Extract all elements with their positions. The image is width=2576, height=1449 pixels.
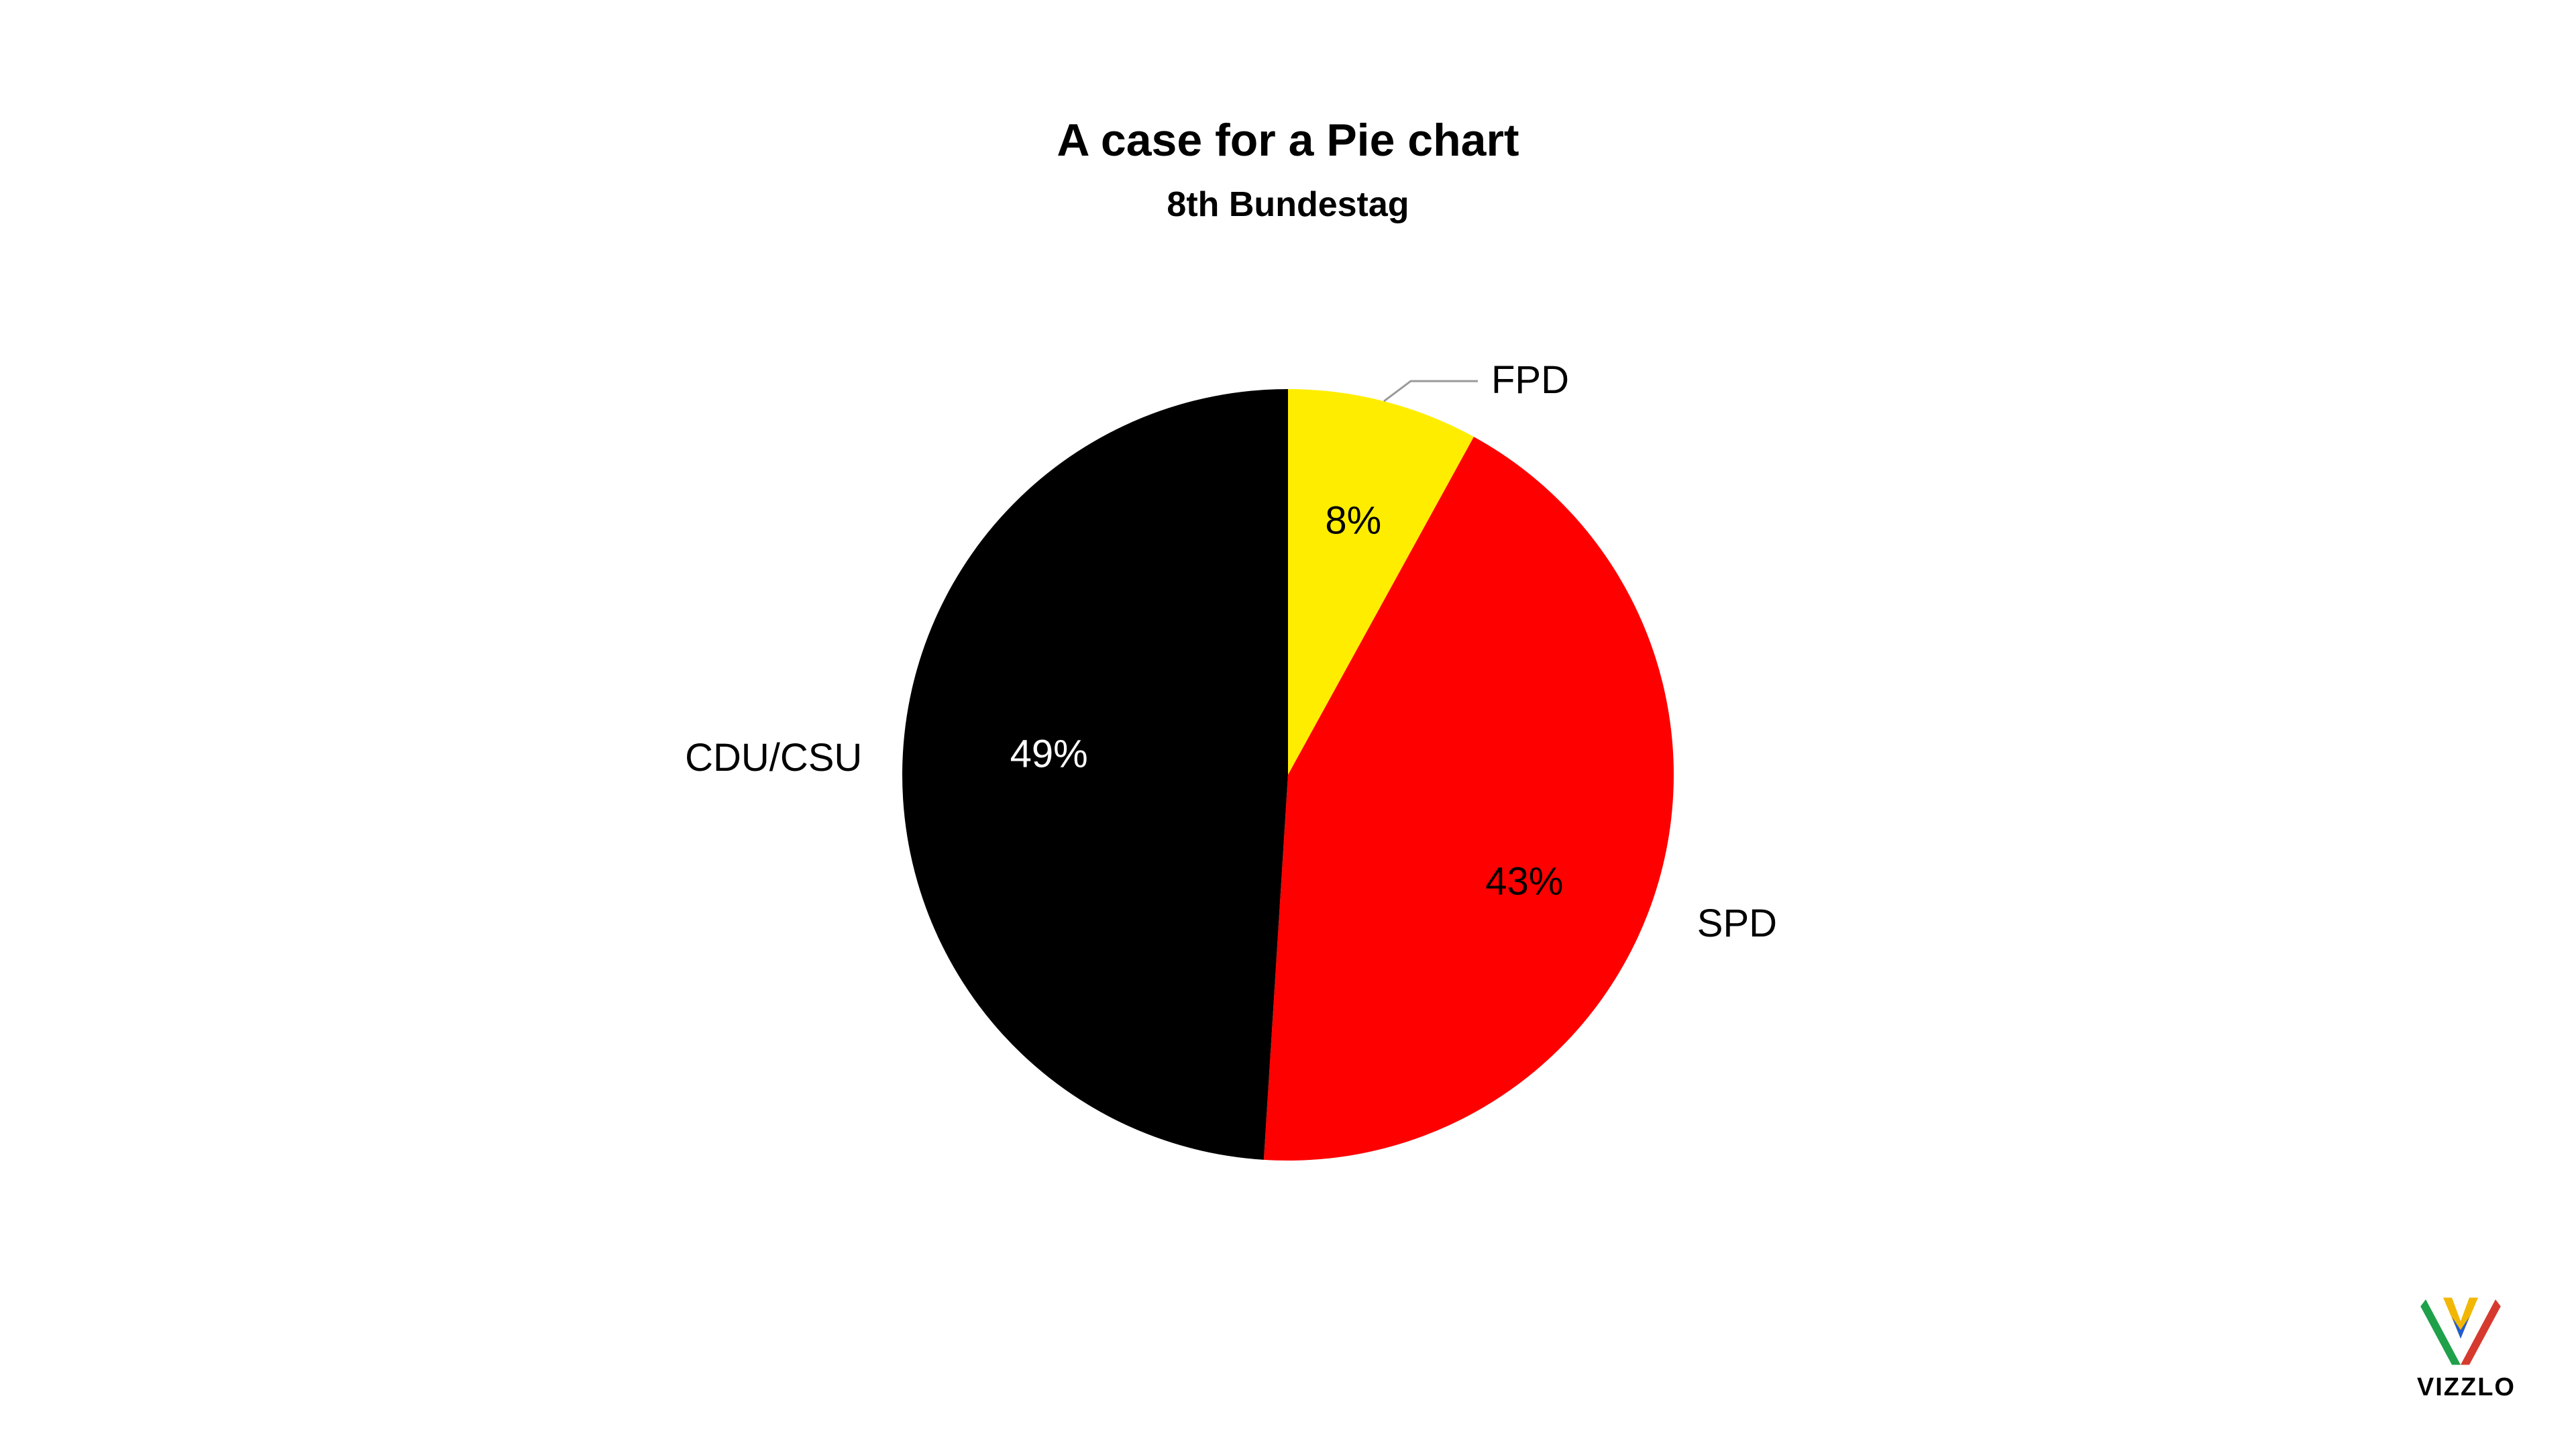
chart-subtitle: 8th Bundestag bbox=[1167, 184, 1409, 225]
chart-canvas: A case for a Pie chart 8th Bundestag 8% … bbox=[0, 0, 2576, 1449]
vizzlo-logo-text: VIZZLO bbox=[2417, 1373, 2516, 1402]
chart-title: A case for a Pie chart bbox=[1057, 114, 1519, 166]
pie-slice-cdu-csu bbox=[902, 389, 1288, 1160]
vizzlo-logo-mark-icon bbox=[2417, 1291, 2504, 1369]
slice-label-cducsu: CDU/CSU bbox=[685, 735, 862, 780]
slice-label-spd: SPD bbox=[1697, 901, 1777, 946]
slice-label-fpd: FPD bbox=[1491, 358, 1569, 402]
pct-label-fpd: 8% bbox=[1325, 498, 1381, 543]
pct-label-cducsu: 49% bbox=[1010, 731, 1088, 776]
pct-label-spd: 43% bbox=[1485, 859, 1563, 904]
vizzlo-logo: VIZZLO bbox=[2417, 1291, 2516, 1402]
